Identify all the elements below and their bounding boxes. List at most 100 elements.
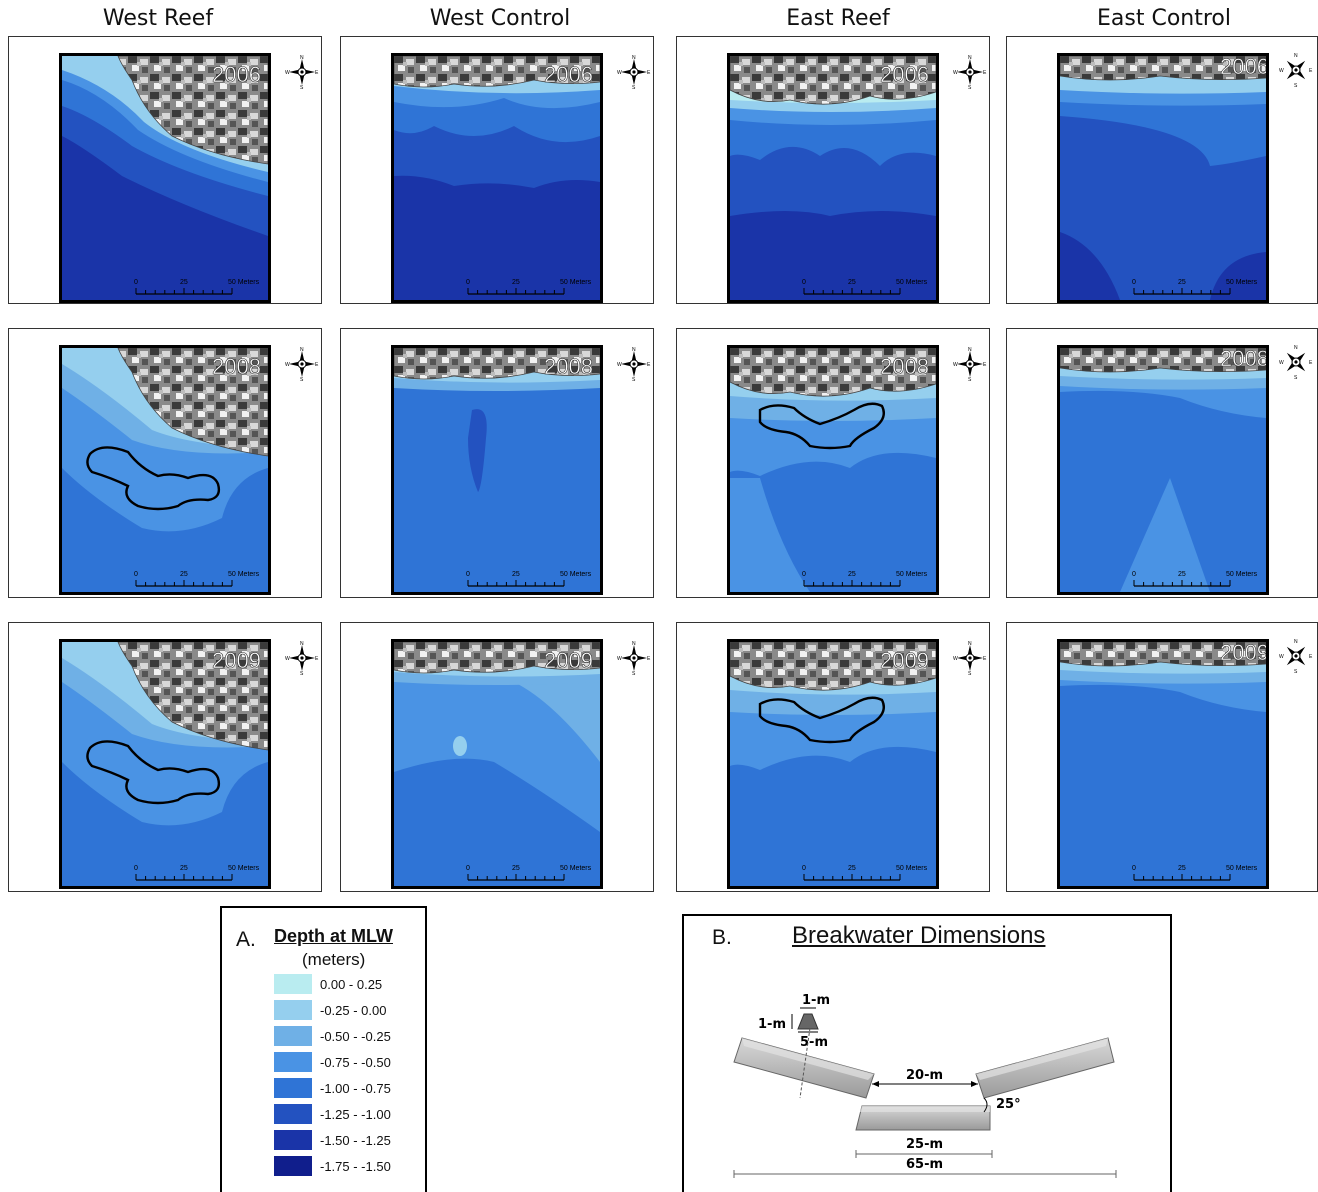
scale-tick: 50 Meters bbox=[1226, 571, 1258, 578]
legend-item: 0.00 - 0.25 bbox=[274, 974, 382, 994]
scale-tick: 50 Meters bbox=[228, 279, 260, 286]
scale-tick: 50 Meters bbox=[560, 865, 592, 872]
svg-text:W: W bbox=[953, 362, 958, 368]
north-arrow-icon: N S E W bbox=[617, 641, 651, 677]
svg-text:S: S bbox=[968, 377, 972, 381]
legend-units: (meters) bbox=[302, 950, 366, 969]
bathymetry-map: 0 25 50 Meters 2008 bbox=[727, 345, 939, 595]
year-label: 2009 bbox=[212, 648, 261, 673]
legend-title: Depth at MLW bbox=[274, 926, 393, 946]
north-arrow-icon: N S E W bbox=[953, 347, 987, 383]
scale-tick: 0 bbox=[1132, 571, 1136, 578]
scale-bar: 0 25 50 Meters bbox=[1132, 279, 1258, 295]
svg-text:S: S bbox=[968, 671, 972, 675]
svg-text:S: S bbox=[632, 85, 636, 89]
scale-tick: 0 bbox=[1132, 279, 1136, 286]
north-arrow-icon: N S E W bbox=[953, 641, 987, 677]
map-panel: 0 25 50 Meters 2006 N S E W bbox=[676, 36, 990, 304]
map-panel: 0 25 50 Meters 2008 N S E W bbox=[1006, 328, 1318, 598]
scale-tick: 50 Meters bbox=[1226, 279, 1258, 286]
scale-tick: 25 bbox=[180, 865, 188, 872]
year-label: 2006 bbox=[544, 62, 593, 87]
svg-text:N: N bbox=[632, 347, 636, 353]
svg-text:E: E bbox=[647, 362, 651, 368]
year-label: 2008 bbox=[880, 354, 929, 379]
legend-item: -0.25 - 0.00 bbox=[274, 1000, 387, 1020]
svg-text:W: W bbox=[1279, 360, 1284, 366]
svg-text:W: W bbox=[285, 70, 290, 76]
breakwater-diagram: 1-m 1-m 5-m 20-m 25° 25-m 65-m bbox=[733, 993, 1117, 1178]
scale-tick: 0 bbox=[466, 571, 470, 578]
map-panel: 0 25 50 Meters 2008 N S E W bbox=[8, 328, 322, 598]
bathymetry-map: 0 25 50 Meters 2009 bbox=[1057, 639, 1269, 889]
column-header: West Reef bbox=[102, 6, 214, 31]
year-label: 2006 bbox=[1220, 56, 1266, 79]
scale-bar: 0 25 50 Meters bbox=[134, 571, 260, 587]
scale-tick: 25 bbox=[1178, 571, 1186, 578]
year-label: 2009 bbox=[1220, 642, 1266, 665]
scale-tick: 0 bbox=[466, 279, 470, 286]
breakwater-dimensions-panel: B. Breakwater Dimensions 1-m 1-m 5-m 20-… bbox=[682, 914, 1172, 1192]
legend-label: 0.00 - 0.25 bbox=[320, 976, 383, 992]
legend-label: -1.00 - -0.75 bbox=[320, 1080, 391, 1096]
north-arrow-icon: N S E W bbox=[617, 347, 651, 383]
scale-bar: 0 25 50 Meters bbox=[802, 279, 928, 295]
svg-text:N: N bbox=[968, 641, 972, 647]
svg-text:E: E bbox=[315, 656, 319, 662]
svg-text:N: N bbox=[1294, 53, 1298, 59]
dims-title: Breakwater Dimensions bbox=[792, 922, 1046, 949]
svg-text:S: S bbox=[1294, 669, 1298, 673]
scale-tick: 0 bbox=[134, 279, 138, 286]
svg-text:N: N bbox=[300, 55, 304, 61]
center-length-label: 25-m bbox=[906, 1137, 943, 1152]
year-label: 2008 bbox=[212, 354, 261, 379]
scale-tick: 25 bbox=[1178, 279, 1186, 286]
scale-tick: 50 Meters bbox=[228, 571, 260, 578]
scale-tick: 0 bbox=[1132, 865, 1136, 872]
svg-text:W: W bbox=[953, 656, 958, 662]
scale-tick: 50 Meters bbox=[1226, 865, 1258, 872]
svg-text:W: W bbox=[617, 656, 622, 662]
scale-tick: 0 bbox=[802, 279, 806, 286]
svg-text:N: N bbox=[1294, 345, 1298, 351]
map-panel: 0 25 50 Meters 2006 N S E W bbox=[1006, 36, 1318, 304]
svg-text:S: S bbox=[1294, 375, 1298, 379]
scale-bar: 0 25 50 Meters bbox=[466, 279, 592, 295]
svg-text:E: E bbox=[983, 656, 987, 662]
bathymetry-map: 0 25 50 Meters 2009 bbox=[727, 639, 939, 889]
legend-item: -1.25 - -1.00 bbox=[274, 1104, 391, 1124]
legend-swatch bbox=[274, 1156, 312, 1176]
svg-text:N: N bbox=[632, 641, 636, 647]
total-length-label: 65-m bbox=[906, 1157, 943, 1172]
scale-tick: 0 bbox=[134, 571, 138, 578]
dims-letter: B. bbox=[712, 926, 732, 949]
scale-bar: 0 25 50 Meters bbox=[802, 571, 928, 587]
legend-label: -0.50 - -0.25 bbox=[320, 1028, 391, 1044]
legend-swatch bbox=[274, 1078, 312, 1098]
legend-swatch bbox=[274, 1000, 312, 1020]
svg-text:S: S bbox=[968, 85, 972, 89]
svg-text:S: S bbox=[632, 671, 636, 675]
svg-text:E: E bbox=[315, 362, 319, 368]
angle-label: 25° bbox=[996, 1097, 1021, 1112]
legend-swatch bbox=[274, 1130, 312, 1150]
north-arrow-icon: N S E W bbox=[1279, 639, 1313, 675]
scale-tick: 50 Meters bbox=[896, 279, 928, 286]
legend-item: -0.50 - -0.25 bbox=[274, 1026, 391, 1046]
year-label: 2009 bbox=[544, 648, 593, 673]
map-panel: 0 25 50 Meters 2008 N S E W bbox=[676, 328, 990, 598]
scale-tick: 25 bbox=[848, 571, 856, 578]
year-label: 2006 bbox=[212, 62, 261, 87]
svg-text:E: E bbox=[647, 656, 651, 662]
scale-tick: 0 bbox=[466, 865, 470, 872]
scale-bar: 0 25 50 Meters bbox=[1132, 865, 1258, 881]
bathymetry-map: 0 25 50 Meters 2006 bbox=[59, 53, 271, 303]
legend-swatch bbox=[274, 1026, 312, 1046]
bathymetry-map: 0 25 50 Meters 2009 bbox=[59, 639, 271, 889]
svg-text:E: E bbox=[1309, 360, 1313, 366]
north-arrow-icon: N S E W bbox=[1279, 53, 1313, 89]
svg-text:E: E bbox=[983, 70, 987, 76]
column-header: East Reef bbox=[786, 6, 890, 31]
svg-text:W: W bbox=[285, 656, 290, 662]
svg-text:S: S bbox=[632, 377, 636, 381]
